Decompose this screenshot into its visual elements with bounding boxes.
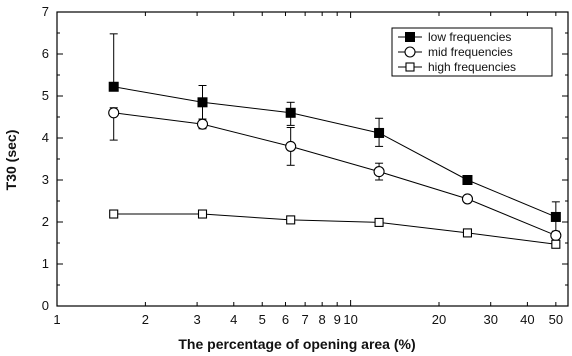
x-tick-label: 10 (343, 312, 357, 327)
y-tick-label: 6 (42, 46, 49, 61)
data-point (462, 175, 473, 185)
x-tick-label: 8 (319, 312, 326, 327)
data-point (196, 118, 209, 130)
y-tick-label: 1 (42, 256, 49, 271)
legend-label: mid frequencies (428, 45, 513, 59)
x-tick-label: 9 (334, 312, 341, 327)
data-point (285, 107, 296, 118)
data-point (373, 166, 385, 178)
series-high-frequencies (109, 209, 561, 249)
x-tick-label: 5 (259, 312, 266, 327)
data-point (550, 211, 561, 222)
x-tick-label: 7 (302, 312, 309, 327)
data-point (461, 193, 474, 205)
series-mid-frequencies (108, 107, 562, 241)
y-tick-label: 0 (42, 298, 49, 313)
data-point (374, 217, 384, 227)
data-point (108, 81, 119, 92)
series-line (113, 86, 557, 218)
data-point (197, 209, 208, 219)
y-tick-label: 2 (42, 214, 49, 229)
legend-marker (404, 46, 416, 58)
y-tick-label: 7 (42, 4, 49, 19)
x-tick-label: 6 (282, 312, 289, 327)
data-point (462, 228, 473, 238)
series-line (113, 112, 557, 236)
x-tick-label: 40 (520, 312, 534, 327)
data-point (551, 239, 561, 249)
y-tick-label: 5 (42, 88, 49, 103)
data-point (109, 209, 119, 219)
x-axis-title: The percentage of opening area (%) (178, 336, 415, 352)
legend-marker (405, 62, 415, 72)
x-tick-label: 2 (142, 312, 149, 327)
legend-marker (405, 32, 415, 42)
x-tick-label: 20 (432, 312, 446, 327)
data-point (197, 97, 208, 108)
y-axis-title: T30 (sec) (3, 130, 19, 191)
legend-label: low frequencies (428, 30, 511, 44)
data-point (285, 140, 297, 152)
y-tick-label: 3 (42, 172, 49, 187)
y-tick-label: 4 (42, 130, 49, 145)
x-tick-label: 50 (549, 312, 563, 327)
series-line (113, 213, 556, 245)
x-tick-label: 30 (483, 312, 497, 327)
data-point (108, 107, 120, 119)
x-tick-label: 1 (53, 312, 60, 327)
legend-label: high frequencies (428, 60, 516, 74)
data-point (286, 215, 296, 225)
data-point (374, 127, 385, 138)
data-point (550, 229, 562, 241)
x-tick-label: 3 (193, 312, 200, 327)
x-tick-label: 4 (230, 312, 237, 327)
